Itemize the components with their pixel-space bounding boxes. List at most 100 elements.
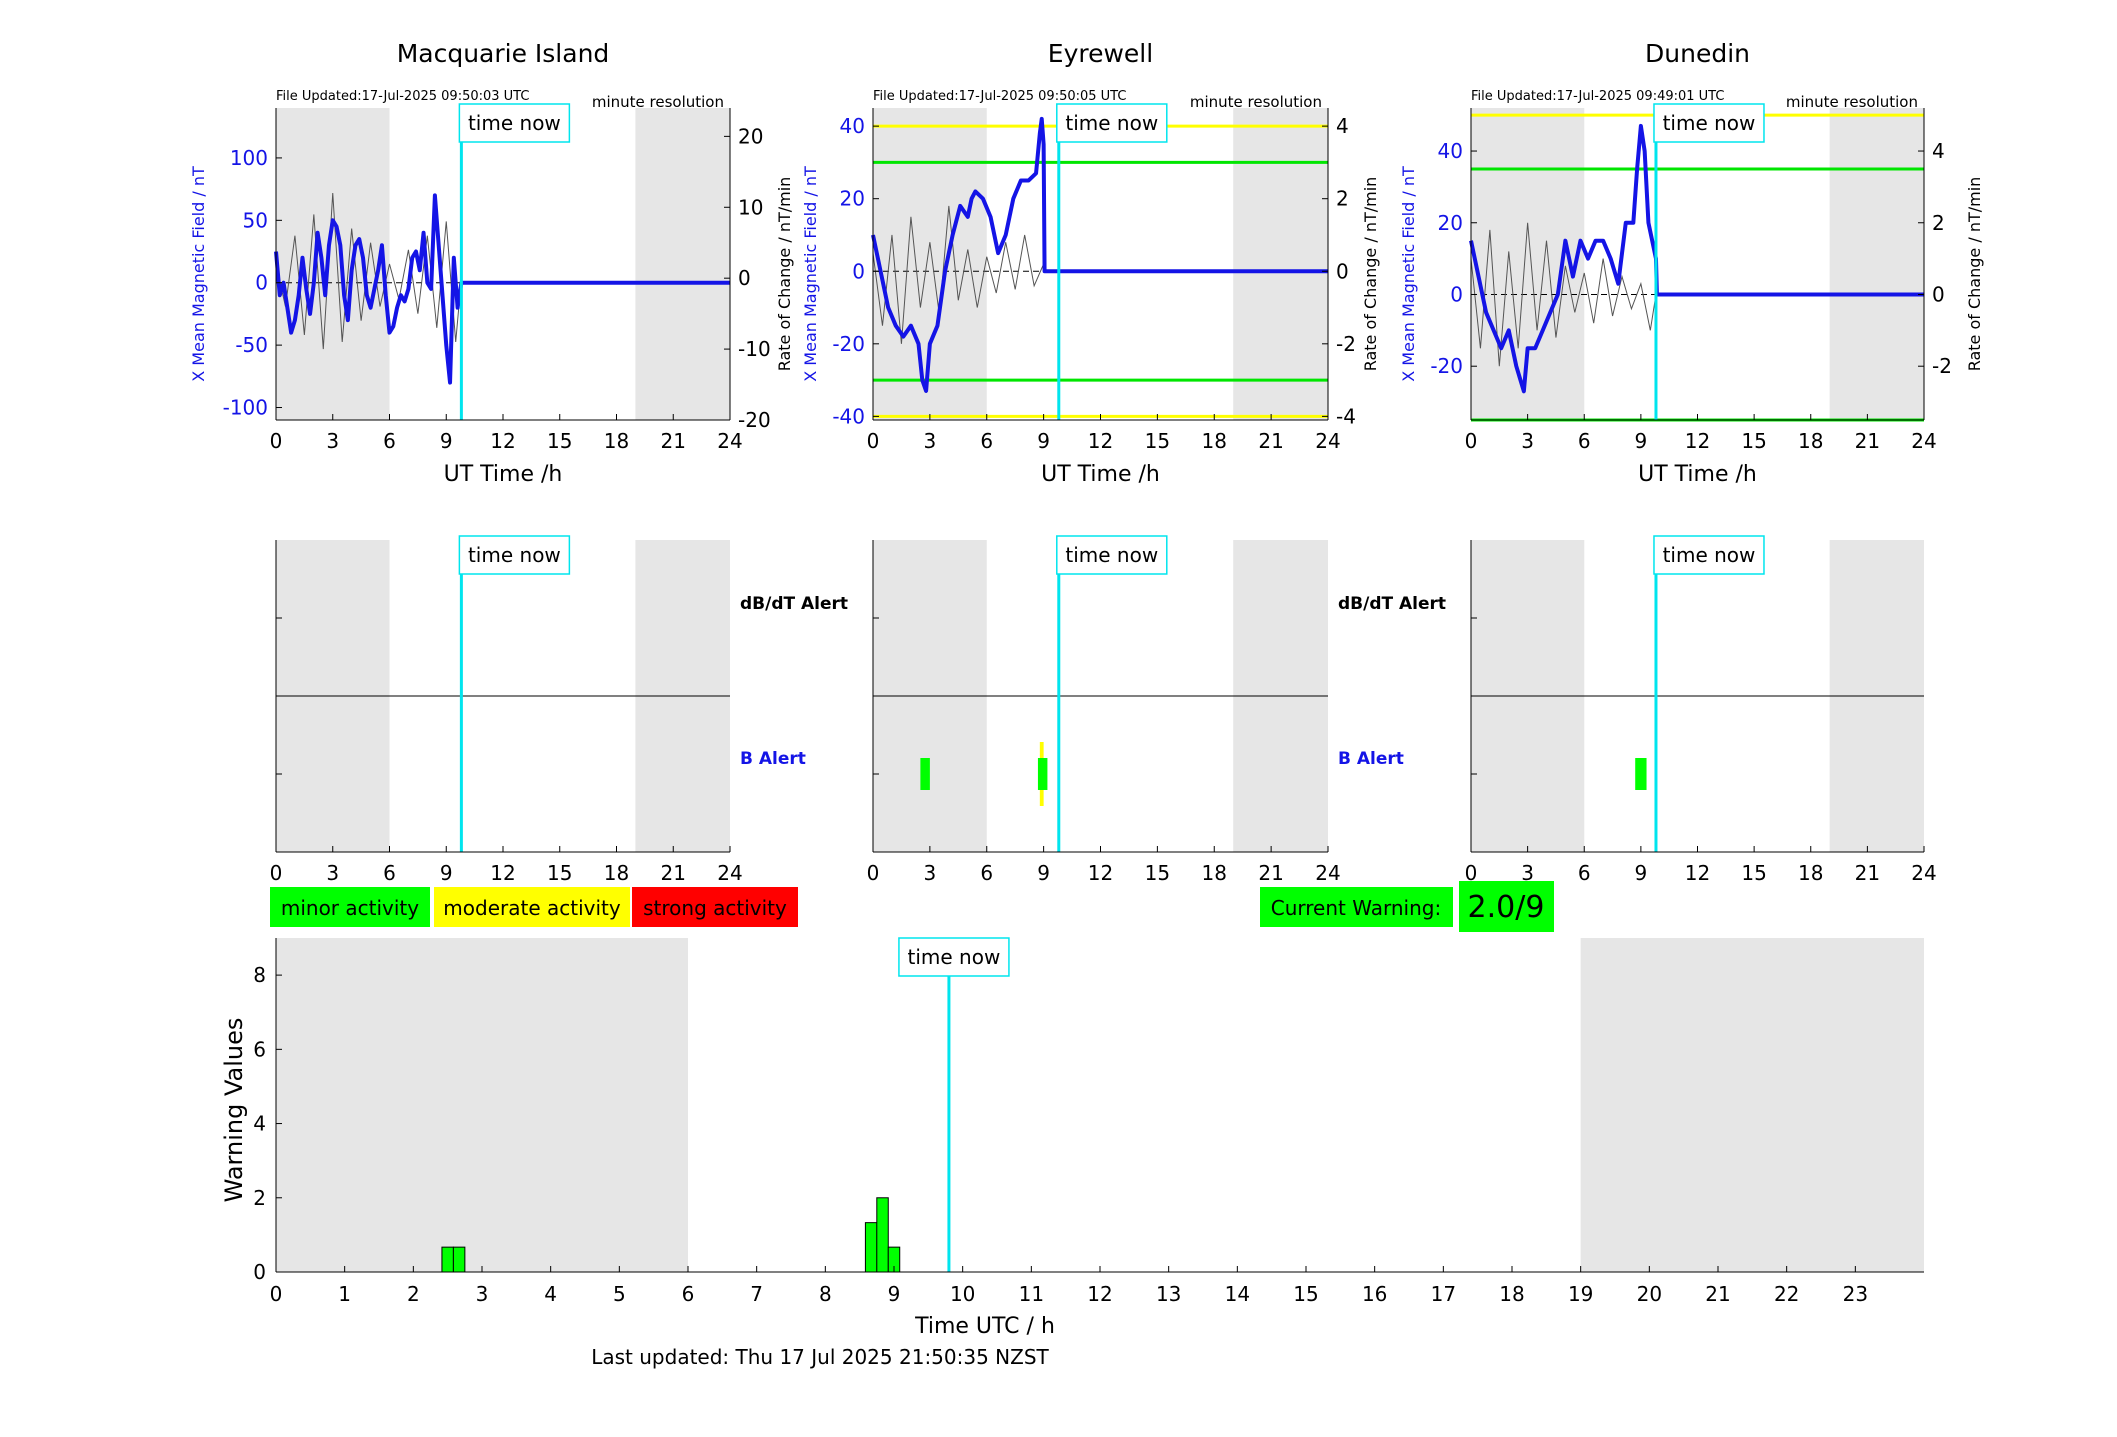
- x-tick-label: 15: [1293, 1282, 1318, 1306]
- time-now-box: [1653, 535, 1765, 575]
- x-tick-label: 15: [1145, 861, 1170, 885]
- station-panel-dunedin: Dunedin File Updated:17-Jul-2025 09:49:01…: [1399, 39, 1984, 487]
- x-tick-label: 0: [867, 861, 880, 885]
- x-tick-label: 21: [661, 861, 686, 885]
- minor-legend-label: minor activity: [281, 896, 419, 920]
- x-tick-label: 15: [1145, 429, 1170, 453]
- x-tick-label: 21: [1258, 429, 1283, 453]
- y-tick-label: 40: [1438, 139, 1463, 163]
- x-tick-label: 15: [547, 429, 572, 453]
- file-updated-text: File Updated:17-Jul-2025 09:49:01 UTC: [1471, 89, 1724, 104]
- x-tick-label: 16: [1362, 1282, 1387, 1306]
- y2-tick-label: 4: [1336, 114, 1349, 138]
- minor-legend-box: [270, 887, 430, 927]
- x-tick-label: 0: [1465, 429, 1478, 453]
- time-now-box: [1056, 103, 1168, 143]
- y-tick-label: 100: [230, 146, 268, 170]
- current-warning-value-box: [1459, 881, 1554, 932]
- night-shade: [276, 108, 390, 420]
- x-axis-label: UT Time /h: [1638, 462, 1757, 487]
- y-tick-label: -100: [223, 396, 268, 420]
- activity-legend: minor activity moderate activity strong ac…: [270, 887, 798, 927]
- x-tick-label: 18: [1798, 861, 1823, 885]
- x-tick-label: 12: [1685, 429, 1710, 453]
- x-tick-label: 6: [1578, 861, 1591, 885]
- x-tick-label: 9: [440, 861, 453, 885]
- time-now-box: [458, 103, 571, 143]
- y2-tick-label: 2: [1932, 211, 1945, 235]
- alert-panel-eyrewell: time now 0 3 6 9 12 15 18 21 24 dB/dT Alert B Alert: [867, 535, 1446, 885]
- night-shade: [1580, 938, 1924, 1272]
- x-tick-label: 24: [717, 429, 742, 453]
- x-tick-label: 21: [1855, 429, 1880, 453]
- station-title: Dunedin: [1645, 39, 1750, 68]
- y-tick-label: -40: [832, 404, 865, 428]
- x-tick-label: 3: [1521, 429, 1534, 453]
- station-panel-macquarie-island: Macquarie Island File Updated:17-Jul-2025…: [189, 39, 794, 487]
- x-tick-label: 24: [1315, 861, 1340, 885]
- x-tick-label: 3: [476, 1282, 489, 1306]
- time-now-label: time now: [468, 543, 561, 567]
- b-alert-mark: [1635, 758, 1647, 790]
- time-now-label: time now: [908, 945, 1001, 969]
- x-tick-label: 0: [270, 861, 283, 885]
- y-tick-label: 40: [840, 114, 865, 138]
- x-tick-label: 12: [490, 429, 515, 453]
- x-tick-label: 15: [1741, 429, 1766, 453]
- y-axis-label: X Mean Magnetic Field / nT: [189, 166, 208, 382]
- y-tick-label: 0: [253, 1260, 266, 1284]
- y2-tick-label: -4: [1336, 404, 1356, 428]
- time-now-box: [458, 535, 571, 575]
- y-tick-label: 2: [253, 1186, 266, 1210]
- y-tick-label: 4: [253, 1112, 266, 1136]
- x-tick-label: 18: [1499, 1282, 1524, 1306]
- x-tick-label: 9: [1037, 429, 1050, 453]
- time-now-label: time now: [1663, 543, 1756, 567]
- current-warning-label: Current Warning:: [1271, 896, 1441, 920]
- night-shade: [276, 938, 688, 1272]
- y-tick-label: -20: [832, 332, 865, 356]
- x-tick-label: 9: [1635, 429, 1648, 453]
- magnetic-field-series: [1469, 123, 1924, 394]
- y-tick-label: 0: [1450, 282, 1463, 306]
- x-tick-label: 22: [1774, 1282, 1799, 1306]
- y2-axis-label: Rate of Change / nT/min: [1965, 177, 1984, 372]
- current-warning-label-box: [1260, 887, 1453, 927]
- x-tick-label: 12: [1685, 861, 1710, 885]
- y2-tick-label: -20: [738, 408, 771, 432]
- y-axis-label: Warning Values: [220, 1018, 248, 1203]
- x-tick-label: 1: [338, 1282, 351, 1306]
- x-tick-label: 18: [1202, 429, 1227, 453]
- y2-tick-label: 4: [1932, 139, 1945, 163]
- x-tick-label: 15: [1741, 861, 1766, 885]
- x-tick-label: 11: [1019, 1282, 1044, 1306]
- x-tick-label: 18: [1798, 429, 1823, 453]
- file-updated-text: File Updated:17-Jul-2025 09:50:05 UTC: [873, 89, 1126, 104]
- x-tick-label: 12: [490, 861, 515, 885]
- y-axis-label: X Mean Magnetic Field / nT: [801, 166, 820, 382]
- alert-panel-dunedin: time now 0 3 6 9 12 15 18 21 24: [1465, 535, 1937, 885]
- y2-axis-label: Rate of Change / nT/min: [775, 177, 794, 372]
- x-tick-label: 9: [1635, 861, 1648, 885]
- y-tick-label: 20: [840, 187, 865, 211]
- station-panel-eyrewell: Eyrewell File Updated:17-Jul-2025 09:50:0…: [801, 39, 1380, 487]
- x-tick-label: 21: [1855, 861, 1880, 885]
- x-tick-label: 3: [924, 861, 937, 885]
- moderate-legend-box: [434, 887, 630, 927]
- y2-tick-label: 0: [738, 266, 751, 290]
- x-tick-label: 0: [1465, 861, 1478, 885]
- magnetic-field-series: [871, 116, 1328, 393]
- x-tick-label: 6: [1578, 429, 1591, 453]
- strong-legend-box: [632, 887, 798, 927]
- station-title: Eyrewell: [1048, 39, 1153, 68]
- b-alert-mark: [1037, 758, 1048, 790]
- x-tick-label: 12: [1088, 429, 1113, 453]
- x-tick-label: 6: [980, 429, 993, 453]
- x-tick-label: 10: [950, 1282, 975, 1306]
- warning-bar: [876, 1197, 889, 1273]
- x-tick-label: 13: [1156, 1282, 1181, 1306]
- x-tick-label: 21: [1258, 861, 1283, 885]
- y2-tick-label: -2: [1336, 332, 1356, 356]
- x-tick-label: 3: [326, 861, 339, 885]
